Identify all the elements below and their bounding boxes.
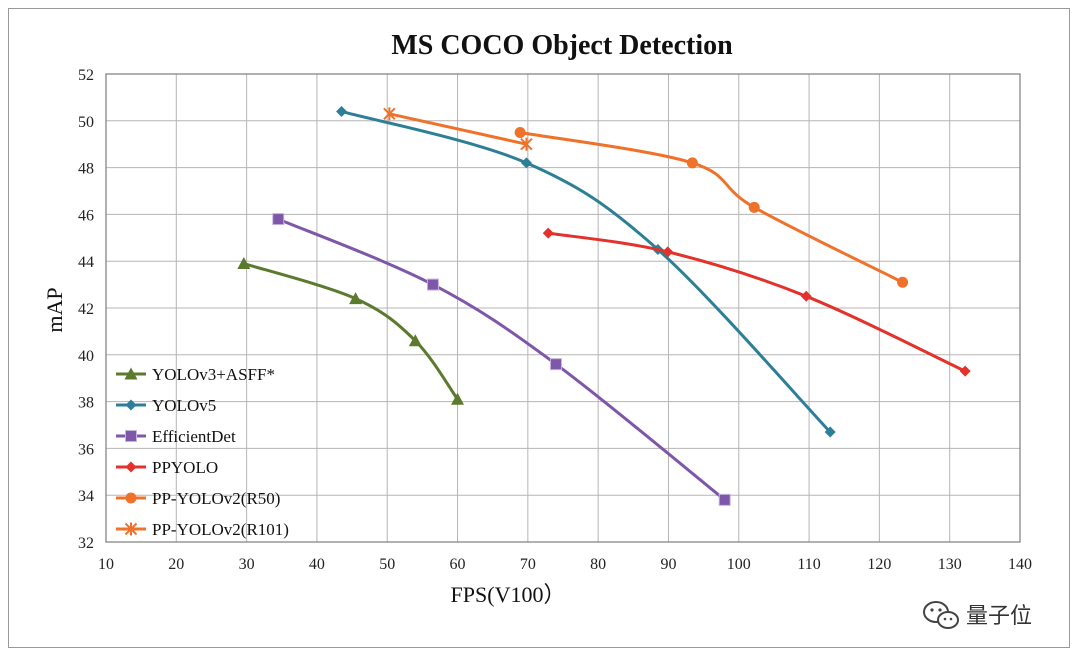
legend-marker: [124, 367, 138, 380]
data-point: [451, 392, 465, 405]
data-point: [514, 127, 526, 138]
data-point: [408, 334, 422, 347]
series-yolov5: [336, 105, 836, 438]
data-point: [718, 493, 731, 506]
series-line: [389, 112, 527, 146]
data-point: [800, 290, 812, 302]
chart-frame: [8, 8, 1070, 648]
y-tick-label: 34: [78, 488, 94, 505]
legend-entry: PPYOLO: [116, 458, 218, 477]
series-group: [237, 105, 971, 506]
legend-label: PP-YOLOv2(R50): [152, 489, 280, 508]
data-point: [383, 107, 396, 121]
data-point: [237, 257, 251, 270]
legend-label: PPYOLO: [152, 458, 218, 477]
legend-marker: [124, 522, 138, 536]
legend-label: YOLOv3+ASFF*: [152, 365, 275, 384]
legend-label: EfficientDet: [152, 427, 236, 446]
x-tick-label: 60: [450, 556, 466, 573]
x-tick-label: 80: [590, 556, 606, 573]
watermark-text: 量子位: [966, 604, 1032, 629]
x-tick-label: 120: [867, 556, 891, 573]
chart-title: MS COCO Object Detection: [391, 30, 733, 61]
y-tick-label: 44: [78, 254, 94, 271]
series-line: [277, 217, 726, 502]
x-tick-label: 110: [797, 556, 820, 573]
y-tick-label: 48: [78, 161, 94, 178]
y-tick-label: 36: [78, 441, 94, 458]
data-point: [686, 157, 698, 169]
legend-marker: [125, 461, 137, 473]
y-tick-label: 42: [78, 301, 94, 318]
legend-marker: [125, 399, 137, 411]
series-line: [341, 109, 832, 434]
series-efficientdet: [272, 213, 731, 506]
x-tick-label: 50: [379, 556, 395, 573]
y-axis-label: mAP: [42, 287, 67, 332]
data-point: [897, 276, 909, 288]
y-tick-label: 40: [78, 348, 94, 365]
x-tick-label: 10: [98, 556, 114, 573]
series-pp-yolov2-r101-: [383, 107, 533, 151]
x-tick-label: 100: [727, 556, 751, 573]
legend-entry: YOLOv3+ASFF*: [116, 365, 275, 384]
series-pp-yolov2-r50-: [514, 127, 909, 288]
x-tick-label: 70: [520, 556, 536, 573]
x-tick-label: 130: [938, 556, 962, 573]
x-tick-label: 140: [1008, 556, 1032, 573]
y-tick-label: 50: [78, 114, 94, 131]
data-point: [748, 201, 760, 213]
legend-entry: PP-YOLOv2(R101): [116, 520, 289, 539]
x-tick-label: 30: [239, 556, 255, 573]
x-tick-label: 40: [309, 556, 325, 573]
series-line: [519, 131, 904, 284]
data-point: [349, 292, 363, 305]
legend-label: YOLOv5: [152, 396, 216, 415]
series-ppyolo: [542, 227, 971, 377]
wechat-icon: [923, 601, 959, 629]
axes: 10 20 30 40 50 60 70 80 90 100 110 120 130 140 32 34 36 3…: [78, 67, 1032, 573]
x-tick-label: 20: [168, 556, 184, 573]
legend-marker: [125, 430, 137, 442]
watermark: 量子位: [923, 601, 1032, 629]
y-tick-label: 38: [78, 395, 94, 412]
legend-entry: EfficientDet: [116, 427, 236, 446]
legend-label: PP-YOLOv2(R101): [152, 520, 289, 539]
legend-marker: [125, 492, 137, 504]
data-point: [520, 157, 532, 169]
data-point: [662, 246, 674, 258]
data-point: [336, 105, 348, 117]
series-yolov3-asff-: [237, 257, 465, 405]
plot-area-border: [105, 73, 1021, 543]
y-tick-label: 46: [78, 207, 94, 224]
legend-entry: YOLOv5: [116, 396, 216, 415]
grid: [105, 73, 1021, 543]
legend-entry: PP-YOLOv2(R50): [116, 489, 280, 508]
data-point: [549, 358, 562, 371]
data-point: [959, 365, 971, 377]
y-tick-label: 52: [78, 67, 94, 84]
data-point: [824, 426, 836, 438]
x-axis-label: FPS(V100）: [451, 582, 566, 607]
data-point: [426, 278, 439, 291]
data-point: [520, 137, 533, 151]
data-point: [542, 227, 554, 239]
legend: YOLOv3+ASFF* YOLOv5 EfficientDet PPYOLO PP-Y…: [116, 365, 289, 539]
data-point: [272, 213, 285, 226]
x-tick-label: 90: [660, 556, 676, 573]
series-line: [243, 262, 459, 401]
series-line: [548, 231, 966, 373]
y-tick-label: 32: [78, 535, 94, 552]
